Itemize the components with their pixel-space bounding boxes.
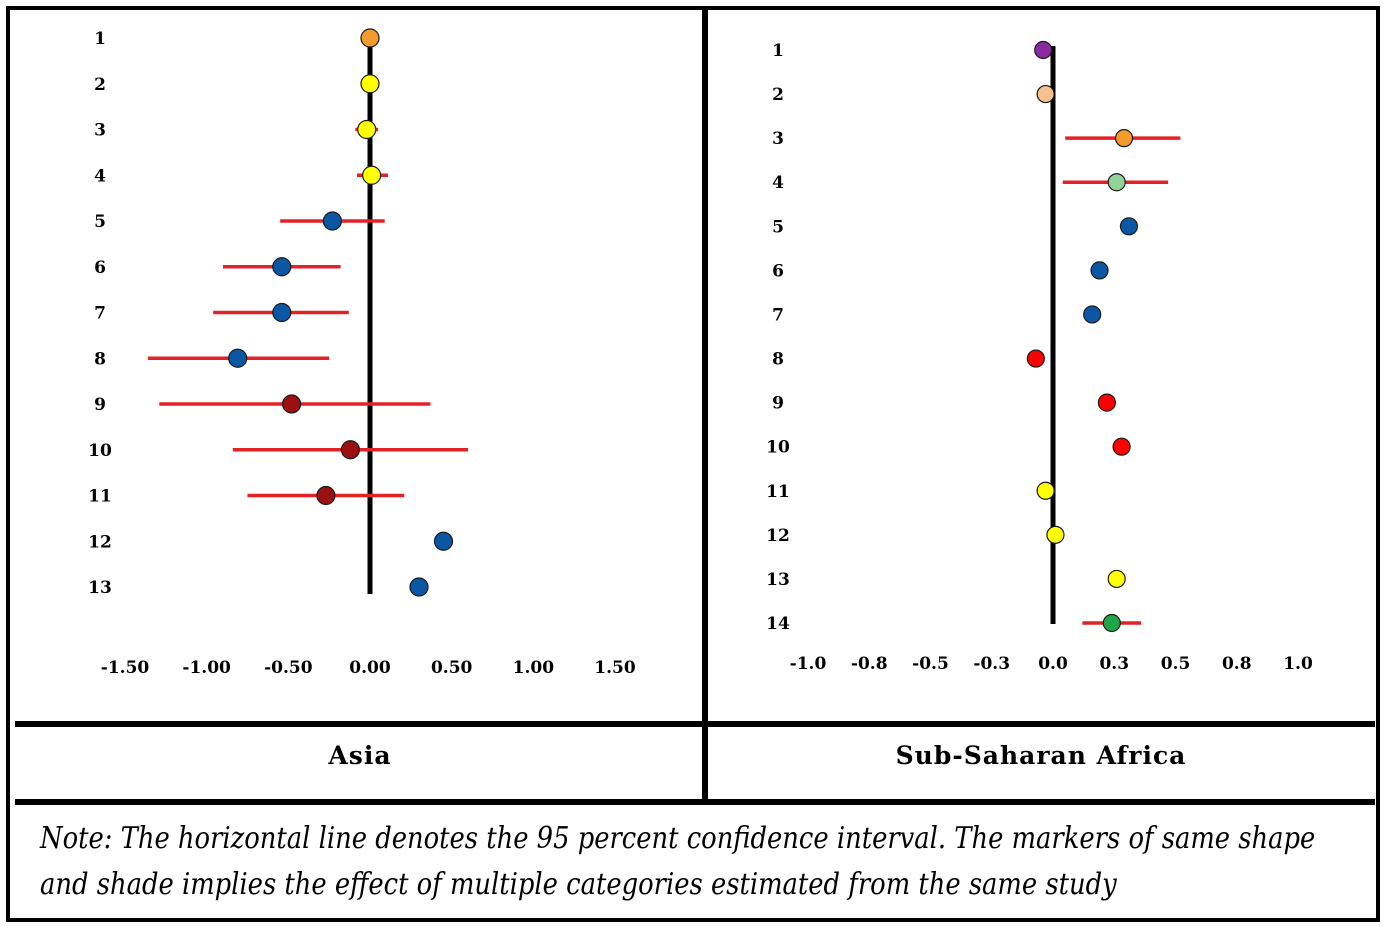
asia-row-label: 2: [94, 75, 106, 95]
asia-marker: [282, 394, 302, 414]
africa-x-tick-label: 0.0: [1038, 654, 1068, 674]
africa-x-tick-label: 0.8: [1222, 654, 1252, 674]
asia-marker: [360, 74, 380, 94]
asia-row-label: 8: [94, 349, 106, 369]
asia-marker: [272, 302, 292, 323]
asia-row-label: 7: [94, 304, 106, 324]
africa-row-label: 8: [772, 350, 784, 370]
africa-row-label: 5: [772, 217, 784, 237]
africa-marker: [1107, 569, 1126, 589]
asia-marker: [272, 257, 292, 277]
asia-marker: [340, 440, 360, 460]
africa-marker: [1114, 129, 1134, 148]
asia-x-tick-label: -1.00: [182, 658, 231, 678]
africa-marker: [1036, 84, 1055, 104]
africa-marker: [1102, 613, 1121, 633]
africa-row-label: 10: [766, 438, 790, 458]
asia-marker: [357, 119, 377, 140]
africa-x-tick-label: 0.3: [1099, 654, 1129, 674]
africa-row-label: 14: [766, 614, 790, 634]
asia-marker: [362, 165, 382, 185]
asia-row-label: 13: [88, 578, 112, 598]
africa-marker: [1036, 481, 1055, 500]
africa-x-tick-label: 1.0: [1283, 654, 1313, 674]
africa-marker: [1090, 261, 1109, 280]
asia-row-label: 4: [94, 166, 106, 186]
africa-x-tick-label: -1.0: [790, 654, 827, 674]
asia-row-label: 9: [94, 395, 106, 415]
asia-row-label: 11: [88, 487, 112, 507]
asia-marker: [228, 348, 248, 368]
africa-marker: [1119, 217, 1139, 236]
africa-row-label: 6: [772, 261, 784, 281]
panel-title-africa: Sub-Saharan Africa: [895, 741, 1187, 770]
asia-row-label: 6: [94, 258, 106, 278]
note-line-1: Note: The horizontal line denotes the 95…: [40, 821, 1316, 856]
asia-marker: [409, 577, 429, 597]
africa-marker: [1112, 437, 1131, 456]
asia-marker: [316, 485, 336, 506]
asia-row-label: 1: [94, 29, 106, 49]
asia-row-label: 10: [88, 441, 112, 461]
outer-border: [6, 6, 1380, 922]
asia-x-tick-label: 1.50: [594, 658, 636, 678]
asia-x-tick-label: -1.50: [101, 658, 150, 678]
africa-marker: [1107, 173, 1126, 192]
africa-row-label: 12: [766, 526, 790, 546]
africa-row-label: 11: [766, 482, 790, 502]
asia-marker: [433, 531, 454, 551]
africa-x-tick-label: 0.5: [1161, 654, 1191, 674]
africa-row-label: 7: [772, 305, 784, 325]
asia-x-tick-label: -0.50: [264, 658, 313, 678]
asia-marker: [360, 28, 380, 48]
africa-x-tick-label: -0.3: [973, 654, 1010, 674]
africa-row-label: 13: [766, 570, 790, 590]
asia-x-tick-label: 0.00: [349, 658, 391, 678]
africa-x-tick-label: -0.8: [851, 654, 888, 674]
africa-row-label: 1: [772, 41, 784, 61]
africa-marker: [1034, 40, 1053, 60]
africa-marker: [1097, 393, 1116, 412]
asia-row-label: 3: [94, 121, 106, 141]
asia-row-label: 12: [88, 532, 112, 552]
africa-marker: [1046, 525, 1065, 544]
asia-x-tick-label: 0.50: [431, 658, 473, 678]
note-line-2: and shade implies the effect of multiple…: [40, 867, 1117, 902]
panel-title-asia: Asia: [328, 741, 392, 770]
africa-row-label: 3: [772, 129, 784, 149]
africa-row-label: 4: [772, 173, 784, 193]
asia-marker: [322, 211, 343, 231]
africa-marker: [1083, 305, 1102, 324]
figure-note: Note: The horizontal line denotes the 95…: [40, 816, 1316, 908]
africa-row-label: 2: [772, 85, 784, 105]
africa-x-tick-label: -0.5: [912, 654, 949, 674]
asia-row-label: 5: [94, 212, 106, 232]
africa-marker: [1026, 349, 1045, 368]
africa-row-label: 9: [772, 394, 784, 414]
asia-x-tick-label: 1.00: [513, 658, 555, 678]
